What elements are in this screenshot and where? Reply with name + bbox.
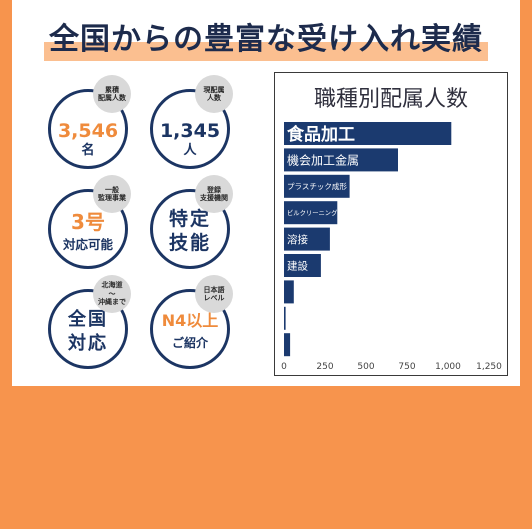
stat-badge: 日本語 レベル: [195, 275, 233, 313]
stat-value: 1,345: [159, 120, 221, 142]
stat-japanese-level: 日本語 レベル N4以上 ご紹介: [150, 275, 233, 369]
badge-line: 沖縄まで: [98, 298, 126, 307]
stat-badge: 北海道 〜 沖縄まで: [93, 275, 131, 313]
chart-bar-label-5: 溶接: [287, 233, 308, 246]
badge-line: 〜: [108, 289, 116, 298]
stat-nationwide: 北海道 〜 沖縄まで 全国 対応: [48, 275, 131, 369]
title-highlight: [44, 42, 488, 61]
stat-ring: [48, 189, 128, 269]
badge-line: レベル: [203, 294, 225, 302]
chart-bar-2: [284, 148, 398, 172]
stat-text: 全国 対応: [48, 308, 128, 356]
stat-text: N4以上 ご紹介: [150, 310, 230, 354]
stat-current-placements: 現配属 人数 1,345 人: [150, 75, 233, 169]
stat-ring: [48, 89, 128, 169]
badge-line: 日本語: [203, 285, 225, 294]
chart-bar-8: [284, 306, 286, 330]
stat-badge: 現配属 人数: [195, 75, 233, 113]
chart-title: 職種別配属人数: [313, 87, 468, 112]
stat-text: 3号 対応可能: [48, 210, 128, 256]
stat-value: N4以上: [161, 311, 219, 330]
stat-badge: 登録 支援機関: [195, 175, 233, 213]
badge-line: 北海道: [101, 281, 123, 290]
stat-value: 全国: [68, 309, 108, 330]
stat-unit: 名: [81, 143, 95, 158]
chart-bar-5: [284, 227, 330, 251]
stat-note: 対応可能: [62, 237, 113, 252]
x-tick-label-0: 0: [281, 362, 287, 372]
stat-ring: [150, 189, 230, 269]
stat-registered-support: 登録 支援機関 特定 技能: [150, 175, 233, 269]
chart-bar-1: [284, 122, 452, 145]
stat-note: ご紹介: [171, 336, 208, 350]
badge-line: 支援機関: [200, 194, 228, 202]
badge-line: 累積: [105, 85, 119, 94]
stat-value: 特定: [168, 208, 211, 230]
badge-line: 現配属: [203, 85, 225, 94]
badge-line: 人数: [207, 94, 221, 102]
stat-text: 3,546 名: [48, 119, 128, 159]
chart-bar-label-4: ビルクリーニング: [287, 208, 338, 217]
white-panel: 全国からの豊富な受け入れ実績 累積 配属人数 3,546 名 現配属 人数 1,…: [12, 0, 520, 386]
stat-unit: 人: [183, 143, 197, 158]
chart-bar-label-3: プラスチック成形: [287, 181, 347, 191]
stat-text: 1,345 人: [150, 119, 230, 159]
badge-line: 登録: [207, 185, 221, 194]
chart-panel: 職種別配属人数 食品加工機会加工金属プラスチック成形 ビルクリーニング溶接建設 0 2…: [274, 72, 508, 376]
chart-bar-7: [284, 280, 294, 304]
stat-ring: [48, 289, 128, 369]
page-title: 全国からの豊富な受け入れ実績: [49, 22, 483, 57]
stat-badge: 累積 配属人数: [93, 75, 131, 113]
x-tick-label-4: 1,000: [435, 362, 461, 372]
badge-line: 一般: [105, 185, 119, 194]
stat-badge: 一般 監理事業: [93, 175, 131, 213]
x-tick-label-5: 1,250: [476, 362, 502, 372]
stat-value: 3号: [71, 210, 105, 234]
chart-bar-label-6: 建設: [287, 259, 308, 272]
stat-value: 技能: [168, 232, 211, 254]
x-tick-label-2: 500: [357, 362, 374, 372]
stat-ring: [150, 89, 230, 169]
x-tick-label-1: 250: [316, 362, 333, 372]
chart-bar-label-1: 食品加工: [287, 124, 355, 145]
chart-bar-label-2: 機会加工金属: [287, 152, 359, 167]
stat-general-supervision: 一般 監理事業 3号 対応可能: [48, 175, 131, 269]
x-tick-label-3: 750: [398, 362, 415, 372]
chart-bar-9: [284, 333, 291, 357]
stat-ring: [150, 289, 230, 369]
badge-line: 配属人数: [98, 94, 126, 102]
chart-bar-6: [284, 254, 321, 277]
stat-cumulative-placements: 累積 配属人数 3,546 名: [48, 75, 131, 169]
chart-bar-4: [284, 201, 338, 225]
stat-value: 3,546: [57, 120, 119, 142]
badge-line: 監理事業: [98, 194, 126, 202]
stat-text: 特定 技能: [150, 207, 230, 255]
chart-bar-3: [284, 174, 350, 198]
stat-value: 対応: [68, 333, 108, 354]
